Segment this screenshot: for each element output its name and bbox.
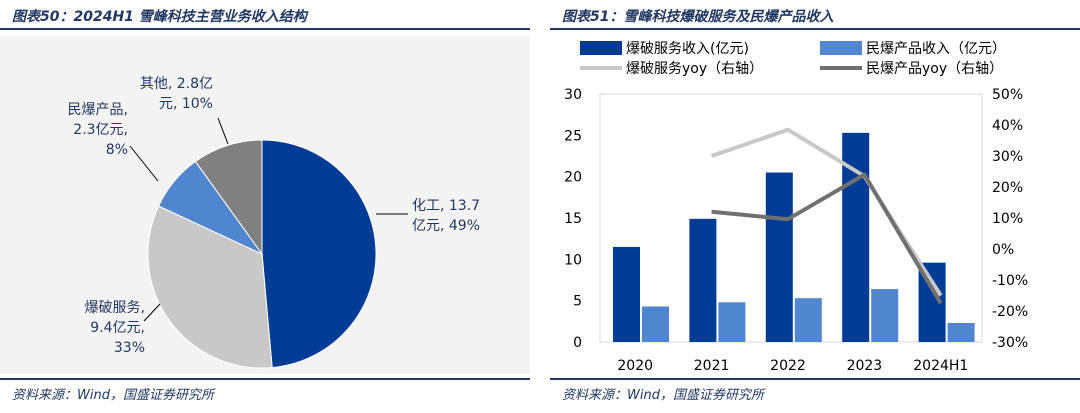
legend-label: 爆破服务收入(亿元) [626, 41, 749, 57]
bar-source-note: 资料来源：Wind，国盛证券研究所 [562, 388, 764, 403]
pie-label-line: 8% [106, 142, 128, 158]
legend-swatch [580, 41, 622, 55]
bar [613, 246, 640, 342]
y-axis-tick-label: 20 [564, 170, 582, 186]
y-axis-tick-label: 0 [573, 335, 582, 351]
y-axis-tick-label: 25 [564, 128, 582, 144]
yoy-line [711, 172, 943, 305]
bar-chart-panel: 图表51：雪峰科技爆破服务及民爆产品收入 爆破服务收入(亿元) 民爆产品收入（亿元… [550, 0, 1080, 413]
pie-label-line: 2.3亿元, [73, 122, 128, 138]
y-axis-tick-label: 30 [564, 87, 582, 103]
y2-axis-tick-label: 0% [992, 242, 1014, 258]
y-axis-tick-label: 15 [564, 211, 582, 227]
pie-source-note: 资料来源：Wind，国盛证券研究所 [12, 388, 214, 403]
x-axis-tick-label: 2021 [694, 358, 730, 374]
pie-chart-panel: 图表50：2024H1 雪峰科技主营业务收入结构 化工, 13.7 亿元, 49%… [0, 0, 530, 413]
pie-slice-label: 民爆产品, 2.3亿元, 8% [68, 102, 128, 158]
bar [947, 322, 975, 342]
bar [642, 306, 669, 342]
bar [794, 298, 822, 342]
legend-swatch [820, 41, 862, 55]
bar-chart-title: 图表51：雪峰科技爆破服务及民爆产品收入 [562, 9, 834, 25]
y2-axis-tick-label: -10% [992, 273, 1028, 289]
y2-axis-tick-label: -30% [992, 335, 1028, 351]
bar [871, 289, 899, 342]
pie-label-line: 亿元, 49% [412, 218, 480, 234]
pie-chart-title: 图表50：2024H1 雪峰科技主营业务收入结构 [12, 9, 307, 25]
pie-leader-line [217, 117, 229, 145]
y2-axis-tick-label: 50% [992, 87, 1023, 103]
pie-slice [194, 139, 263, 256]
y2-axis-tick-label: 20% [992, 180, 1023, 196]
x-axis-tick-label: 2022 [770, 358, 806, 374]
pie-slice-label: 化工, 13.7 亿元, 49% [412, 198, 480, 234]
pie-label-line: 元, 10% [159, 96, 213, 112]
legend-label: 民爆产品收入（亿元） [866, 41, 1006, 57]
bar-line-chart: 爆破服务收入(亿元) 民爆产品收入（亿元） 爆破服务yoy（右轴） 民爆产品yoy（右… [564, 41, 1028, 374]
pie-slice-label: 爆破服务, 9.4亿元, 33% [85, 300, 145, 356]
x-axis-tick-label: 2024H1 [913, 358, 968, 374]
y2-axis-tick-label: 40% [992, 118, 1023, 134]
pie-slice [261, 139, 377, 369]
y2-axis-tick-label: 30% [992, 149, 1023, 165]
pie-slice [147, 205, 273, 369]
legend-label: 民爆产品yoy（右轴） [866, 61, 1003, 77]
pie-label-line: 民爆产品, [68, 102, 128, 118]
pie-slice-label: 其他, 2.8亿元, 10% [140, 76, 213, 112]
legend-label: 爆破服务yoy（右轴） [626, 61, 763, 77]
y2-axis-tick-label: -20% [992, 304, 1028, 320]
pie-label-line: 爆破服务, [85, 300, 145, 316]
bar [718, 302, 746, 342]
yoy-line [710, 127, 943, 297]
pie-label-line: 化工, 13.7 [412, 198, 480, 214]
pie-leader-line [143, 303, 161, 322]
y-axis-tick-label: 10 [564, 252, 582, 268]
pie-label-line: 其他, 2.8亿 [140, 76, 213, 92]
title-rule [0, 28, 530, 30]
y-axis-tick-label: 5 [573, 294, 582, 310]
title-rule [550, 28, 1080, 30]
source-rule [0, 378, 530, 380]
x-axis-tick-label: 2020 [617, 358, 653, 374]
bar [689, 218, 717, 342]
pie-chart: 化工, 13.7 亿元, 49% 爆破服务, 9.4亿元, 33% 民爆产品, 2.3亿元,… [68, 76, 480, 369]
bar [765, 172, 793, 342]
y2-axis-tick-label: 10% [992, 211, 1023, 227]
x-axis-tick-label: 2023 [847, 358, 883, 374]
source-rule [550, 378, 1080, 380]
pie-leader-line [129, 145, 159, 182]
pie-label-line: 33% [114, 340, 145, 356]
pie-label-line: 9.4亿元, [90, 320, 145, 336]
